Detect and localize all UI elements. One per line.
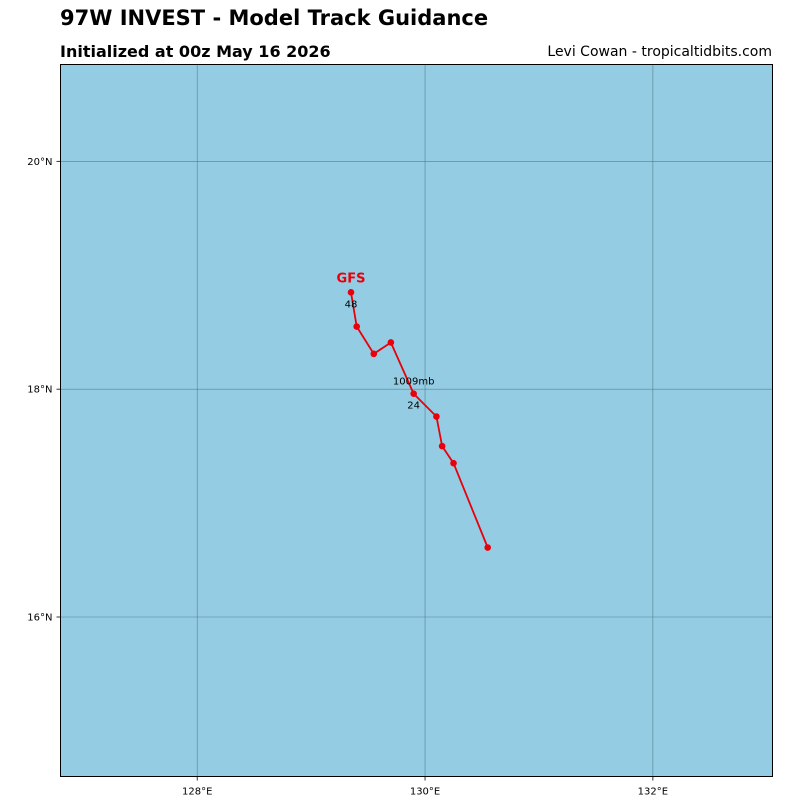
- initialization-subtitle: Initialized at 00z May 16 2026: [60, 42, 331, 61]
- latitude-tick-label: 18°N: [27, 385, 52, 396]
- track-point: [353, 323, 360, 330]
- model-name-label: GFS: [337, 271, 366, 286]
- pressure-label: 1009mb: [393, 377, 435, 388]
- track-point: [433, 413, 440, 420]
- track-point: [438, 442, 446, 450]
- track-point: [410, 390, 417, 398]
- longitude-tick-label: 130°E: [410, 787, 440, 798]
- track-layer: 24 48 1009mb GFS: [337, 271, 492, 551]
- forecast-hour-label: 24: [407, 401, 420, 412]
- track-point: [347, 289, 355, 296]
- track-point: [370, 350, 378, 358]
- longitude-tick-label: 128°E: [182, 787, 212, 798]
- author-credit: Levi Cowan - tropicaltidbits.com: [547, 44, 772, 60]
- map-frame: [60, 64, 773, 777]
- track-point: [484, 544, 492, 551]
- gridlines: [60, 64, 773, 777]
- map-title: 97W INVEST - Model Track Guidance: [60, 6, 489, 30]
- ocean-background: [60, 64, 773, 777]
- axis-ticks: 128°E 130°E 132°E 20°N 18°N 16°N: [27, 157, 668, 798]
- latitude-tick-label: 20°N: [27, 157, 52, 168]
- track-point: [387, 339, 395, 346]
- track-point: [450, 459, 457, 467]
- forecast-hour-label: 48: [345, 299, 358, 310]
- latitude-tick-label: 16°N: [27, 613, 52, 624]
- longitude-tick-label: 132°E: [638, 787, 668, 798]
